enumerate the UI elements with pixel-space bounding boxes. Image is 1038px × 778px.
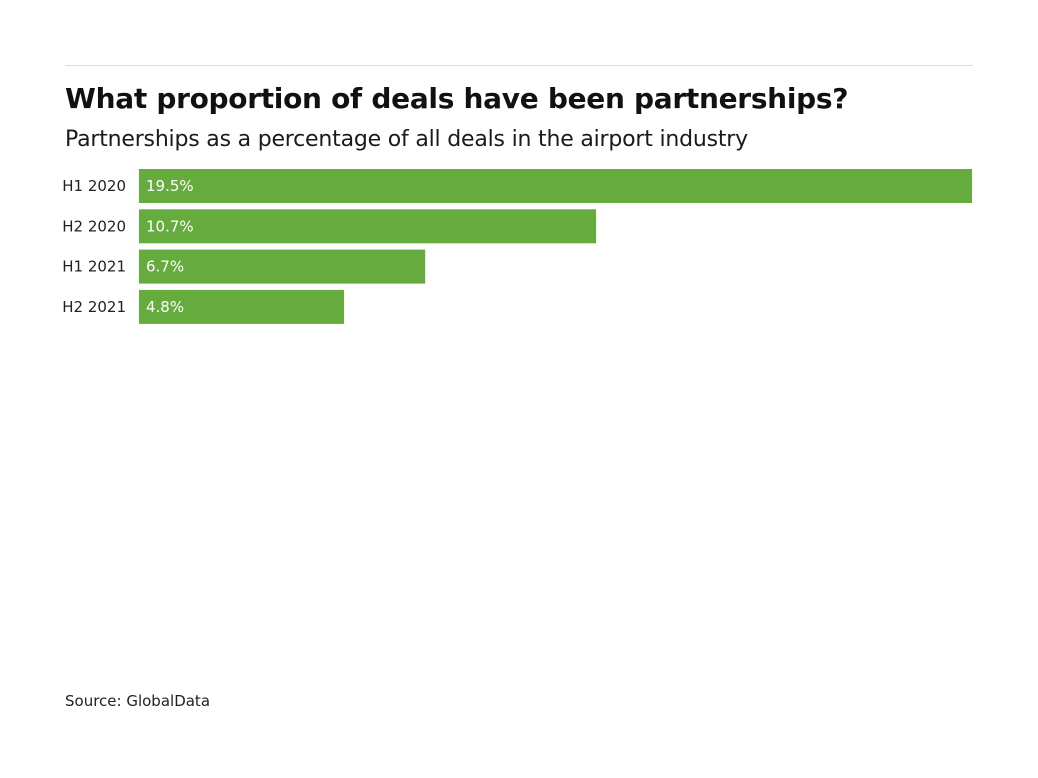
category-label: H1 2020 (62, 177, 126, 195)
value-label: 6.7% (146, 258, 184, 276)
category-label: H1 2021 (62, 258, 126, 276)
top-divider (65, 65, 973, 66)
category-label: H2 2021 (62, 298, 126, 316)
chart-subtitle: Partnerships as a percentage of all deal… (65, 127, 748, 152)
source-note: Source: GlobalData (65, 692, 211, 710)
value-label: 4.8% (146, 298, 184, 316)
chart-title: What proportion of deals have been partn… (65, 82, 849, 115)
category-label: H2 2020 (62, 217, 126, 235)
bar (139, 289, 345, 324)
bar (139, 249, 426, 284)
bar (139, 209, 597, 244)
value-label: 10.7% (146, 217, 194, 235)
bar (139, 169, 972, 203)
value-label: 19.5% (146, 177, 194, 195)
